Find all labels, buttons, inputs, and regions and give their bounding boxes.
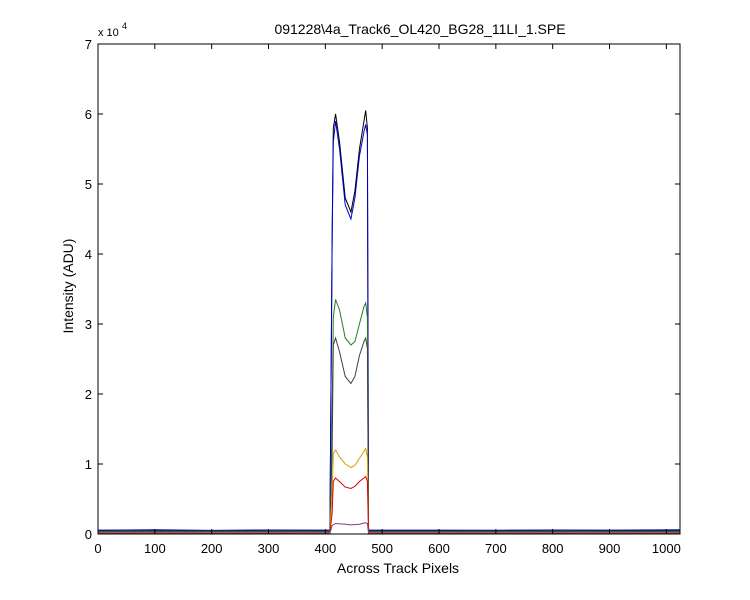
x-tick-label: 900	[599, 541, 621, 556]
series-line-5	[98, 447, 680, 534]
x-tick-label: 0	[94, 541, 101, 556]
series-layer	[97, 110, 681, 534]
y-tick-label: 1	[85, 457, 92, 472]
series-line-6	[98, 475, 680, 534]
x-axis-label: Across Track Pixels	[337, 560, 459, 576]
x-tick-label: 800	[542, 541, 564, 556]
x-tick-label: 400	[314, 541, 336, 556]
series-line-2	[97, 120, 681, 531]
y-tick-label: 6	[85, 107, 92, 122]
x-tick-label: 300	[258, 541, 280, 556]
ticks-layer: 0 100 200 300 400 500 600 700 800 900 1000 0 1 2 3 4 5 6 7	[85, 37, 681, 556]
axes-box	[97, 43, 681, 535]
x-tick-label: 100	[144, 541, 166, 556]
y-tick-label: 4	[85, 247, 92, 262]
plot-background	[98, 44, 680, 534]
y-tick-label: 0	[85, 527, 92, 542]
x-tick-label: 500	[371, 541, 393, 556]
x-tick-label: 1000	[652, 541, 681, 556]
y-exponent-label: x 10	[98, 27, 119, 39]
x-tick-label: 600	[428, 541, 450, 556]
series-line-7	[98, 522, 680, 534]
y-tick-label: 2	[85, 387, 92, 402]
y-exponent-power: 4	[122, 21, 127, 31]
y-axis-label: Intensity (ADU)	[60, 239, 76, 334]
series-line-4	[98, 336, 680, 533]
y-tick-label: 7	[85, 37, 92, 52]
chart-title: 091228\4a_Track6_OL420_BG28_11LI_1.SPE	[274, 21, 565, 37]
y-tick-label: 3	[85, 317, 92, 332]
x-tick-label: 200	[201, 541, 223, 556]
y-tick-label: 5	[85, 177, 92, 192]
x-tick-label: 700	[485, 541, 507, 556]
